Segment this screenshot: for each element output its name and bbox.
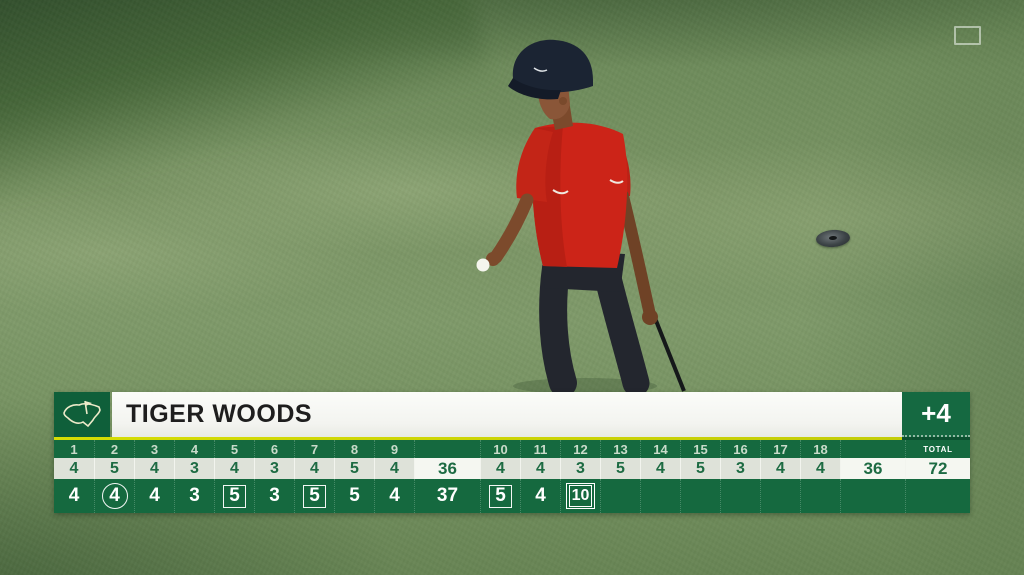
score-cell: 3 <box>254 479 294 513</box>
score-cell: 5 <box>334 479 374 513</box>
hole-number-cell: 14 <box>640 440 680 458</box>
score-cell: 5 <box>214 479 254 513</box>
hole-number-cell: 10 <box>480 440 520 458</box>
hole-number-cell: 12 <box>560 440 600 458</box>
hole-number-cell: 11 <box>520 440 560 458</box>
hole-number-cell: 3 <box>134 440 174 458</box>
player-figure <box>455 28 695 397</box>
par-cell: 3 <box>560 458 600 479</box>
hole-number-cell: 17 <box>760 440 800 458</box>
par-cell: 5 <box>680 458 720 479</box>
player-name: TIGER WOODS <box>126 400 313 428</box>
player-left-forearm <box>617 190 656 321</box>
par-cell: 5 <box>334 458 374 479</box>
scorecard-grid: 1 2 3 4 5 6 7 8 9 10 11 12 13 14 15 16 17 18 TOTAL 4 5 4 3 4 3 4 5… <box>54 440 970 513</box>
par-cell: 4 <box>54 458 94 479</box>
hole-number-cell: 2 <box>94 440 134 458</box>
score-cell: 4 <box>68 485 80 506</box>
par-cell: 4 <box>294 458 334 479</box>
hole-number-cell: 16 <box>720 440 760 458</box>
par-cell: 3 <box>174 458 214 479</box>
score-cell <box>680 479 720 513</box>
golf-ball <box>476 258 490 272</box>
player-name-bar: TIGER WOODS <box>112 392 902 437</box>
network-bug-ghost-icon <box>954 26 981 45</box>
par-cell: 4 <box>640 458 680 479</box>
accent-divider <box>54 437 970 440</box>
dark-line-segment <box>902 437 970 440</box>
total-par-cell: 72 <box>905 458 970 479</box>
par-cell: 4 <box>800 458 840 479</box>
par-cell: 5 <box>600 458 640 479</box>
score-square-mark: 5 <box>303 484 326 508</box>
hole-number-cell: 8 <box>334 440 374 458</box>
scorecard-header: TIGER WOODS +4 <box>54 392 970 437</box>
par-cell: 4 <box>760 458 800 479</box>
out-score-cell: 37 <box>414 479 480 513</box>
score-cell: 5 <box>480 479 520 513</box>
tournament-logo-box <box>54 392 110 437</box>
player-left-hand <box>642 309 658 325</box>
score-cell: 5 <box>294 479 334 513</box>
score-cell: 3 <box>174 479 214 513</box>
player-cap <box>512 39 593 93</box>
score-cell <box>640 479 680 513</box>
score-cell: 4 <box>134 479 174 513</box>
par-cell: 3 <box>720 458 760 479</box>
score-cell: 10 <box>560 479 600 513</box>
score-cell <box>760 479 800 513</box>
tiger-woods-illustration <box>476 39 686 397</box>
score-square-mark: 5 <box>223 484 246 508</box>
in-score-cell <box>840 479 905 513</box>
par-cell: 4 <box>214 458 254 479</box>
total-header-cell: TOTAL <box>905 440 970 458</box>
par-cell: 3 <box>254 458 294 479</box>
hole-number-cell: 15 <box>680 440 720 458</box>
par-cell: 4 <box>134 458 174 479</box>
score-cell: 4 <box>520 479 560 513</box>
par-cell: 4 <box>374 458 414 479</box>
out-header-cell <box>414 440 480 458</box>
scorecard-overlay: TIGER WOODS +4 1 2 3 4 5 6 7 8 9 10 11 12 13 14 15 16 17… <box>54 392 970 513</box>
player-right-hand <box>486 252 500 266</box>
par-cell: 4 <box>520 458 560 479</box>
score-cell: 4 <box>94 479 134 513</box>
hole-number-cell: 9 <box>374 440 414 458</box>
par-cell: 5 <box>94 458 134 479</box>
hole-number-cell: 6 <box>254 440 294 458</box>
score-circle-mark: 4 <box>101 483 128 509</box>
hole-number-cell: 13 <box>600 440 640 458</box>
chest-swoosh-icon <box>552 189 569 195</box>
player-ear <box>559 97 567 105</box>
player-right-sleeve <box>516 128 553 202</box>
hole-number-cell: 1 <box>70 441 78 457</box>
in-par-cell: 36 <box>840 458 905 479</box>
sleeve-swoosh-icon <box>609 179 624 184</box>
score-cell <box>720 479 760 513</box>
hole-number-cell: 5 <box>214 440 254 458</box>
score-inner-box: 10 <box>568 485 593 507</box>
score-cell <box>800 479 840 513</box>
hole-number-cell: 4 <box>174 440 214 458</box>
score-cell: 4 <box>374 479 414 513</box>
masters-logo-icon <box>63 400 101 427</box>
in-header-cell <box>840 440 905 458</box>
hole-number-cell: 7 <box>294 440 334 458</box>
cap-swoosh-icon <box>533 67 548 72</box>
total-score-cell <box>905 479 970 513</box>
player-cap-brim <box>508 78 561 100</box>
score-double-square-mark: 10 <box>565 483 596 509</box>
score-cell <box>600 479 640 513</box>
par-cell: 4 <box>480 458 520 479</box>
yellow-line <box>54 437 902 440</box>
player-right-forearm <box>489 193 534 264</box>
to-par-badge: +4 <box>902 392 970 437</box>
hole-number-cell: 18 <box>800 440 840 458</box>
score-square-mark: 5 <box>489 484 512 508</box>
out-par-cell: 36 <box>414 458 480 479</box>
